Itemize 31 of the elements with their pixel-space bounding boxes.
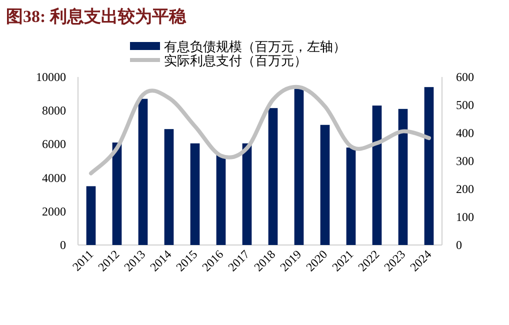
y-tick-label: 6000 [42, 137, 66, 152]
bar [398, 108, 408, 245]
y-tick-label: 10000 [36, 70, 66, 84]
bar [86, 186, 96, 245]
y2-tick-label: 500 [456, 98, 474, 112]
y-tick-label: 8000 [42, 104, 66, 118]
bar [164, 129, 174, 245]
y2-tick-label: 600 [456, 70, 474, 84]
bar [190, 143, 200, 245]
bar [294, 88, 304, 245]
bar [112, 142, 122, 245]
y2-tick-label: 0 [456, 238, 462, 252]
bar [216, 155, 226, 245]
y2-tick-label: 400 [456, 126, 474, 140]
line-series [89, 84, 431, 176]
bar [424, 87, 434, 245]
legend-label: 实际利息支付（百万元） [164, 53, 307, 68]
bar [320, 124, 330, 245]
chart-title: 图38: 利息支出较为平稳 [6, 7, 187, 26]
legend-label: 有息负债规模（百万元，左轴） [164, 39, 346, 54]
y-tick-label: 2000 [42, 204, 66, 218]
y-tick-label: 0 [60, 238, 66, 252]
bar [372, 106, 382, 245]
y-tick-label: 4000 [42, 170, 66, 185]
y2-tick-label: 200 [456, 182, 474, 196]
y2-tick-label: 300 [456, 154, 474, 168]
y2-tick-label: 100 [456, 210, 474, 224]
bar [268, 108, 278, 245]
bar [138, 98, 148, 245]
bar [242, 143, 252, 245]
bar [346, 148, 356, 245]
